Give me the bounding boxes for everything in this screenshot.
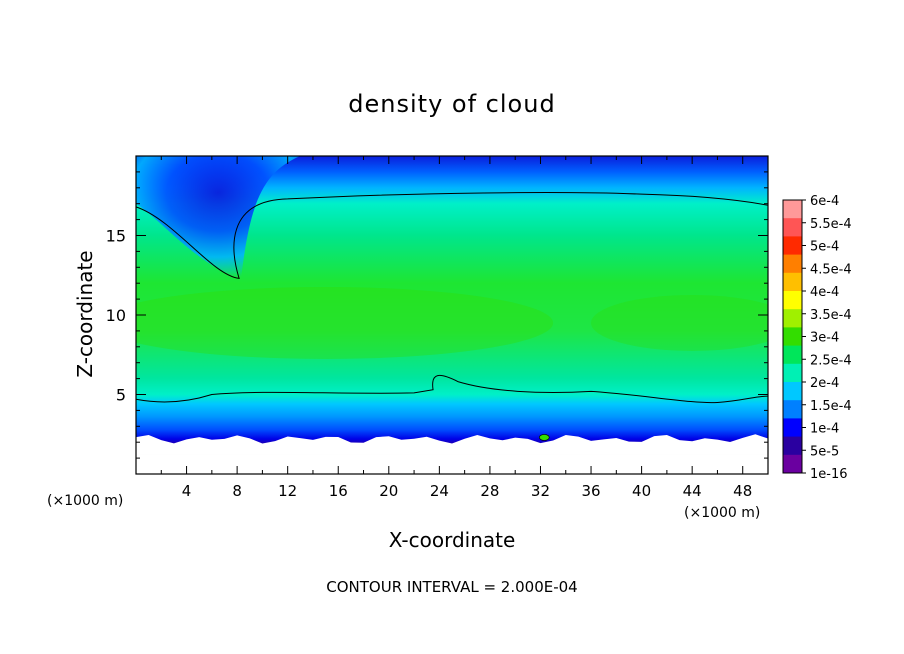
colorbar-swatch (783, 272, 802, 292)
colorbar-swatch (783, 218, 802, 237)
colorbar-swatch (783, 418, 802, 438)
y-tick-label: 15 (106, 227, 126, 246)
y-tick-label: 10 (106, 306, 126, 325)
x-tick-label: 28 (480, 482, 499, 500)
colorbar-swatch (783, 309, 802, 328)
colorbar-label: 1e-16 (810, 467, 848, 482)
x-tick-label: 16 (329, 482, 348, 500)
colorbar-swatch (783, 400, 802, 419)
contour-lines (135, 192, 769, 404)
colorbar-label: 4.5e-4 (810, 262, 852, 277)
colorbar-swatch (783, 291, 802, 310)
colorbar-swatch (783, 363, 802, 383)
colorbar-label: 3.5e-4 (810, 308, 852, 323)
y-tick-label: 5 (116, 386, 126, 405)
colorbar-label: 6e-4 (810, 194, 839, 209)
colorbar-label: 4e-4 (810, 285, 839, 300)
dry-intrusion-region (136, 156, 301, 279)
colorbar-label: 5e-4 (810, 240, 839, 255)
colorbar-label: 1.5e-4 (810, 399, 852, 414)
colorbar-swatch (783, 345, 802, 365)
chart-title: density of cloud (348, 90, 555, 118)
x-tick-label: 8 (232, 482, 242, 500)
colorbar-label: 2e-4 (810, 376, 839, 391)
contour-line-top (135, 192, 769, 280)
x-tick-label: 24 (430, 482, 449, 500)
contour-interval-note: CONTOUR INTERVAL = 2.000E-04 (326, 578, 577, 596)
contour-line-low (135, 374, 769, 404)
x-axis-label: X-coordinate (389, 528, 516, 552)
max-density-core-left (136, 286, 554, 359)
colorbar-label: 5e-5 (810, 444, 839, 459)
colorbar-swatch (783, 382, 802, 401)
x-tick-label: 32 (531, 482, 550, 500)
colorbar-label: 1e-4 (810, 422, 839, 437)
x-tick-label: 48 (733, 482, 752, 500)
x-unit-right: (×1000 m) (684, 505, 760, 521)
colorbar-swatch (783, 327, 802, 347)
y-axis-label: Z-coordinate (73, 250, 97, 377)
max-density-core-right (591, 294, 768, 351)
plot-area (136, 156, 768, 474)
colorbar-swatch (783, 254, 802, 274)
x-tick-label: 44 (683, 482, 702, 500)
colorbar: 6e-4 5.5e-4 5e-4 4.5e-4 4e-4 3.5e-4 3e-4 2.5e-4… (782, 194, 852, 482)
x-tick-label: 36 (581, 482, 600, 500)
colorbar-swatch (783, 454, 802, 474)
local-max-spot (538, 434, 550, 441)
colorbar-label: 3e-4 (810, 331, 839, 346)
cloud-free-region (136, 432, 768, 455)
x-tick-label: 4 (182, 482, 192, 500)
colorbar-label: 5.5e-4 (810, 217, 852, 232)
x-tick-label: 20 (379, 482, 398, 500)
x-tick-label: 12 (278, 482, 297, 500)
colorbar-swatch (783, 236, 802, 256)
colorbar-swatch (783, 200, 802, 219)
colorbar-swatch (783, 436, 802, 456)
x-tick-label: 40 (632, 482, 651, 500)
colorbar-label: 2.5e-4 (810, 353, 852, 368)
x-unit-left: (×1000 m) (47, 493, 123, 509)
